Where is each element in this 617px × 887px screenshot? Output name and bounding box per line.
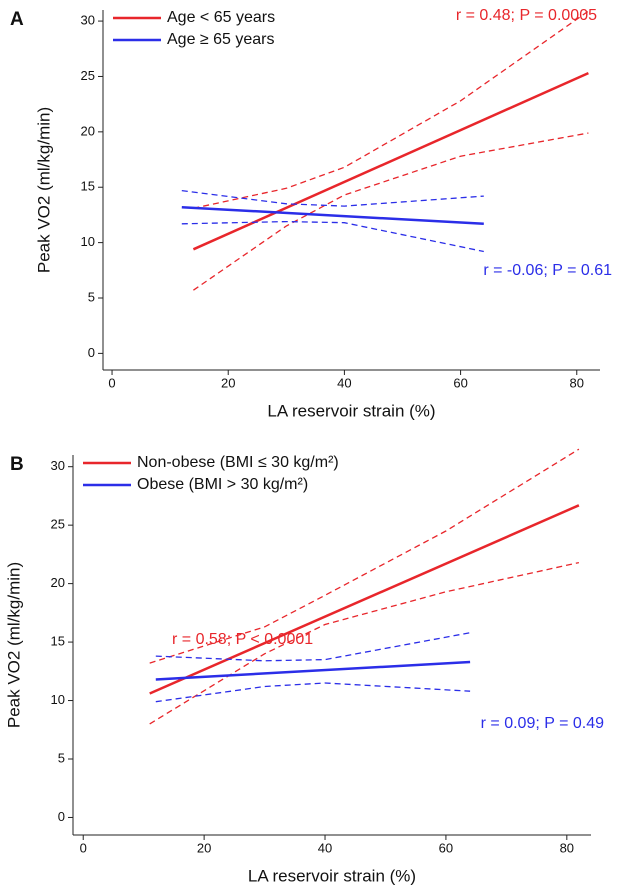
annotation: r = 0.58; P < 0.0001 (172, 631, 313, 648)
annotation: r = 0.09; P = 0.49 (481, 715, 604, 732)
annotation: r = 0.48; P = 0.0005 (456, 7, 597, 24)
fit-line (155, 660, 471, 681)
panel-label: B (10, 454, 24, 475)
legend-label: Age ≥ 65 years (167, 31, 275, 48)
y-tick-label: 10 (81, 234, 95, 249)
confidence-band (193, 132, 589, 291)
fit-line (192, 71, 589, 251)
x-axis-label: LA reservoir strain (%) (248, 866, 416, 885)
x-tick-label: 0 (108, 375, 115, 390)
y-axis-label: Peak VO2 (ml/kg/min) (34, 107, 53, 273)
confidence-band (181, 220, 484, 253)
y-tick-label: 15 (81, 179, 95, 194)
y-tick-label: 30 (51, 458, 65, 473)
confidence-band (155, 632, 471, 662)
y-axis-label: Peak VO2 (ml/kg/min) (4, 562, 23, 728)
y-tick-label: 20 (81, 123, 95, 138)
annotation: r = -0.06; P = 0.61 (483, 262, 612, 279)
x-tick-label: 80 (570, 375, 584, 390)
confidence-band (155, 682, 471, 703)
y-tick-label: 25 (51, 517, 65, 532)
confidence-band (193, 10, 589, 209)
confidence-band (181, 189, 484, 207)
x-tick-label: 60 (453, 375, 467, 390)
y-tick-label: 20 (51, 575, 65, 590)
x-tick-label: 40 (337, 375, 351, 390)
x-tick-label: 80 (560, 840, 574, 855)
y-tick-label: 5 (88, 289, 95, 304)
panel-label: A (10, 9, 24, 30)
x-tick-label: 40 (318, 840, 332, 855)
fit-line (149, 504, 580, 695)
x-axis-label: LA reservoir strain (%) (267, 401, 435, 420)
legend-label: Age < 65 years (167, 9, 275, 26)
fit-line (181, 205, 484, 226)
y-tick-label: 30 (81, 13, 95, 28)
y-tick-label: 10 (51, 692, 65, 707)
x-tick-label: 60 (439, 840, 453, 855)
x-tick-label: 20 (221, 375, 235, 390)
y-tick-label: 0 (88, 345, 95, 360)
y-tick-label: 5 (58, 750, 65, 765)
x-tick-label: 0 (80, 840, 87, 855)
confidence-band (149, 561, 580, 725)
x-tick-label: 20 (197, 840, 211, 855)
confidence-band (149, 448, 580, 664)
legend-label: Non-obese (BMI ≤ 30 kg/m²) (137, 454, 339, 471)
y-tick-label: 25 (81, 68, 95, 83)
y-tick-label: 0 (58, 809, 65, 824)
legend-label: Obese (BMI > 30 kg/m²) (137, 476, 308, 493)
y-tick-label: 15 (51, 634, 65, 649)
